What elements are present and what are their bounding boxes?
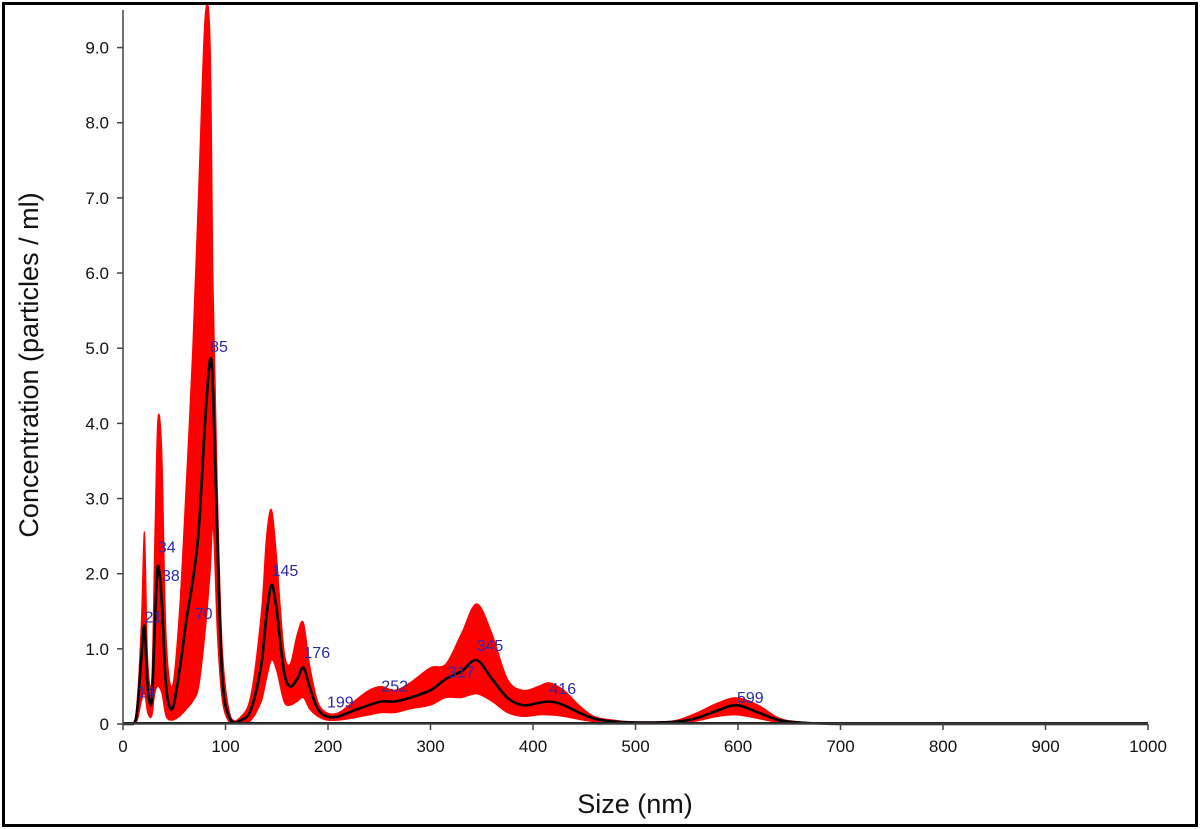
x-tick-label: 600	[724, 737, 752, 756]
x-tick-label: 400	[519, 737, 547, 756]
peak-label: 85	[210, 339, 228, 356]
y-tick-label: 4.0	[85, 414, 109, 433]
x-tick-label: 300	[416, 737, 444, 756]
peak-label: 416	[549, 681, 576, 698]
peak-label: 145	[272, 563, 299, 580]
peak-label: 599	[737, 690, 764, 707]
y-tick-label: 7.0	[85, 189, 109, 208]
x-tick-label: 800	[929, 737, 957, 756]
y-tick-label: 6.0	[85, 264, 109, 283]
peak-label: 176	[303, 645, 330, 662]
peak-label: 345	[477, 638, 504, 655]
peak-label: 14	[137, 685, 155, 702]
x-tick-label: 100	[211, 737, 239, 756]
y-tick-label: 1.0	[85, 640, 109, 659]
x-tick-label: 200	[314, 737, 342, 756]
peak-label: 199	[327, 694, 354, 711]
x-tick-label: 500	[621, 737, 649, 756]
x-tick-label: 0	[118, 737, 127, 756]
peak-label: 34	[158, 540, 176, 557]
peak-label: 38	[162, 568, 180, 585]
peak-label: 21	[145, 610, 163, 627]
x-axis-title: Size (nm)	[577, 789, 693, 819]
peak-label: 252	[381, 679, 408, 696]
x-tick-label: 700	[826, 737, 854, 756]
y-tick-label: 2.0	[85, 565, 109, 584]
mean-line-layer	[122, 357, 1148, 726]
x-tick-layer: 0 100 200 300 400 500 600 700 800 900 1000	[118, 724, 1167, 756]
peak-label: 317	[448, 664, 475, 681]
y-tick-label: 9.0	[85, 39, 109, 58]
y-axis-title: Concentration (particles / ml)	[14, 192, 44, 537]
y-tick-label: 3.0	[85, 490, 109, 509]
y-tick-layer: 0 1.0 2.0 3.0 4.0 5.0 6.0 7.0 8.0 9.0	[85, 39, 123, 734]
x-tick-label: 900	[1031, 737, 1059, 756]
x-tick-label: 1000	[1129, 737, 1167, 756]
y-tick-label: 0	[100, 715, 109, 734]
y-tick-label: 8.0	[85, 114, 109, 133]
size-distribution-chart: 0 100 200 300 400 500 600 700 800 900 1000 0 1.0 2.0…	[14, 5, 1167, 819]
peak-label: 70	[195, 606, 213, 623]
y-tick-label: 5.0	[85, 339, 109, 358]
